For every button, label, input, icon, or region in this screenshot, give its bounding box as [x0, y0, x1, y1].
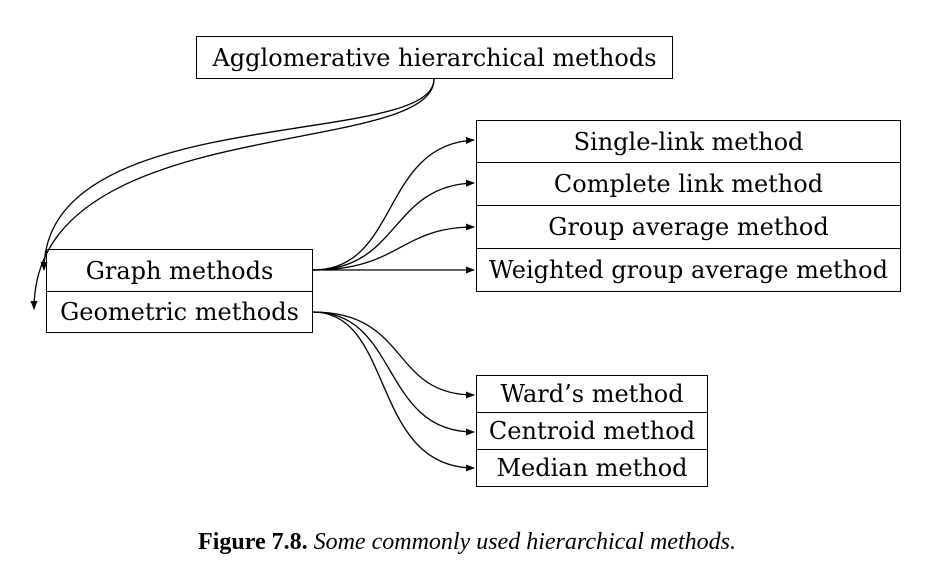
node-group-average-label: Group average method: [548, 213, 829, 241]
node-weighted-group-average: Weighted group average method: [476, 248, 901, 292]
edge-geometric-centroid: [312, 311, 475, 436]
node-group-average: Group average method: [476, 205, 901, 249]
node-median: Median method: [476, 449, 708, 487]
node-centroid: Centroid method: [476, 412, 708, 450]
node-graph-methods-label: Graph methods: [85, 256, 274, 285]
figure-caption-label: Figure 7.8.: [198, 529, 308, 555]
node-ward-label: Ward’s method: [500, 380, 684, 408]
node-median-label: Median method: [496, 454, 688, 482]
node-root: Agglomerative hierarchical methods: [196, 36, 673, 79]
edge-root-graph: [40, 78, 435, 271]
node-geometric-methods: Geometric methods: [46, 291, 313, 333]
node-single-link-label: Single-link method: [573, 127, 804, 156]
edge-root-geometric: [30, 78, 435, 310]
figure-caption-text: Some commonly used hierarchical methods.: [313, 529, 736, 555]
node-weighted-group-average-label: Weighted group average method: [489, 256, 888, 284]
node-geometric-methods-label: Geometric methods: [60, 298, 299, 326]
node-graph-methods: Graph methods: [46, 249, 313, 292]
edge-graph-complete-link: [312, 179, 475, 271]
figure-caption: Figure 7.8. Some commonly used hierarchi…: [0, 530, 934, 554]
node-root-label: Agglomerative hierarchical methods: [212, 43, 657, 72]
edge-geometric-ward: [312, 311, 475, 399]
node-ward: Ward’s method: [476, 375, 708, 413]
node-centroid-label: Centroid method: [488, 417, 696, 445]
edge-geometric-median: [312, 311, 475, 472]
node-complete-link-label: Complete link method: [553, 170, 824, 198]
edge-graph-group-average: [312, 223, 475, 271]
node-complete-link: Complete link method: [476, 162, 901, 206]
edge-graph-single-link: [312, 136, 475, 271]
node-single-link: Single-link method: [476, 120, 901, 163]
